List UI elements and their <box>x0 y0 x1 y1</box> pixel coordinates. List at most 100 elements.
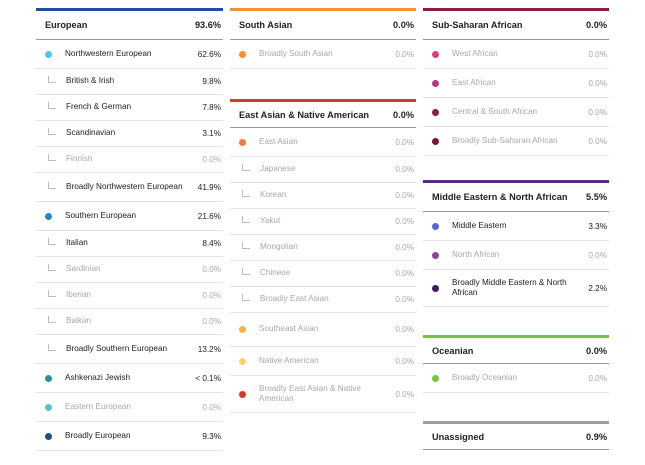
tree-connector-icon <box>48 181 56 189</box>
population-name: Broadly East Asian <box>260 294 329 304</box>
section-header[interactable]: European 93.6% <box>36 11 223 40</box>
row-label-group: Ashkenazi Jewish <box>36 373 130 384</box>
subpopulation-row[interactable]: Broadly Southern European 13.2% <box>36 335 223 364</box>
color-dot-icon <box>239 390 246 398</box>
tree-connector-icon <box>48 290 56 297</box>
row-label-group: Chinese <box>230 268 290 279</box>
population-name: Southern European <box>65 210 137 220</box>
subpopulation-row[interactable]: Italian 8.4% <box>36 231 223 257</box>
population-row[interactable]: Broadly South Asian 0.0% <box>230 40 416 69</box>
subpopulation-row[interactable]: French & German 7.8% <box>36 95 223 121</box>
population-row[interactable]: Broadly European 9.3% <box>36 422 223 451</box>
tree-connector-icon <box>48 343 56 351</box>
section-percentage: 0.0% <box>586 20 607 30</box>
section-title: Oceanian <box>432 345 474 356</box>
section-percentage: 0.0% <box>586 345 607 356</box>
population-percentage: < 0.1% <box>195 373 221 383</box>
row-label-group: Italian <box>36 238 88 249</box>
section-header[interactable]: South Asian 0.0% <box>230 11 416 40</box>
population-row[interactable]: Broadly Sub-Saharan African 0.0% <box>423 127 609 156</box>
row-label-group: Broadly East Asian & Native American <box>230 384 389 405</box>
population-name: Broadly Southern European <box>66 343 168 353</box>
row-label-group: North African <box>423 250 499 261</box>
section-header[interactable]: Unassigned 0.9% <box>423 424 609 450</box>
color-dot-icon <box>239 357 246 365</box>
section-percentage: 0.9% <box>586 431 607 442</box>
row-label-group: British & Irish <box>36 76 114 87</box>
population-row[interactable]: East Asian 0.0% <box>230 128 416 157</box>
population-row[interactable]: Southern European 21.6% <box>36 202 223 231</box>
subpopulation-row[interactable]: British & Irish 9.8% <box>36 69 223 95</box>
tree-connector-icon <box>48 76 56 83</box>
subpopulation-row[interactable]: Broadly Northwestern European 41.9% <box>36 173 223 202</box>
subpopulation-row[interactable]: Korean 0.0% <box>230 183 416 209</box>
population-row[interactable]: Eastern European 0.0% <box>36 393 223 422</box>
row-label-group: Broadly Sub-Saharan African <box>423 136 558 147</box>
row-label-group: Japanese <box>230 164 296 175</box>
population-row[interactable]: Middle Eastern 3.3% <box>423 212 609 241</box>
row-label-group: Finnish <box>36 154 92 165</box>
population-row[interactable]: North African 0.0% <box>423 241 609 270</box>
population-percentage: 41.9% <box>197 182 221 192</box>
color-dot-icon <box>432 79 439 87</box>
population-percentage: 0.0% <box>588 78 607 88</box>
section-color-bar <box>423 180 609 183</box>
section-color-bar <box>423 8 609 11</box>
section-color-bar <box>423 421 609 424</box>
row-label-group: Broadly Oceanian <box>423 373 517 384</box>
population-row[interactable]: West African 0.0% <box>423 40 609 69</box>
population-percentage: 9.8% <box>202 77 221 86</box>
section-header[interactable]: East Asian & Native American 0.0% <box>230 102 416 128</box>
row-label-group: Southeast Asian <box>230 324 318 335</box>
subpopulation-row[interactable]: Finnish 0.0% <box>36 147 223 173</box>
section-header[interactable]: Oceanian 0.0% <box>423 338 609 364</box>
population-row[interactable]: Central & South African 0.0% <box>423 98 609 127</box>
population-percentage: 62.6% <box>197 49 221 59</box>
population-row[interactable]: Broadly Oceanian 0.0% <box>423 364 609 393</box>
subpopulation-row[interactable]: Scandinavian 3.1% <box>36 121 223 147</box>
population-name: Broadly Northwestern European <box>66 181 183 191</box>
population-row[interactable]: Northwestern European 62.6% <box>36 40 223 69</box>
tree-connector-icon <box>48 264 56 271</box>
population-name: Chinese <box>260 268 291 278</box>
population-row[interactable]: Native American 0.0% <box>230 347 416 376</box>
section-unassigned: Unassigned 0.9% <box>423 421 609 450</box>
population-name: Iberian <box>66 290 92 300</box>
subpopulation-row[interactable]: Yakut 0.0% <box>230 209 416 235</box>
population-row[interactable]: Broadly Middle Eastern & North African 2.… <box>423 270 609 307</box>
subpopulation-row[interactable]: Balkan 0.0% <box>36 309 223 335</box>
tree-connector-icon <box>242 216 250 223</box>
section-percentage: 0.0% <box>393 20 414 30</box>
color-dot-icon <box>432 284 439 292</box>
row-label-group: Broadly Southern European <box>36 343 168 355</box>
subpopulation-row[interactable]: Iberian 0.0% <box>36 283 223 309</box>
section-header[interactable]: Sub-Saharan African 0.0% <box>423 11 609 40</box>
tree-connector-icon <box>242 268 250 275</box>
column-middle: South Asian 0.0% Broadly South Asian 0.0% E… <box>230 8 416 413</box>
population-row[interactable]: Southeast Asian 0.0% <box>230 313 416 347</box>
row-label-group: French & German <box>36 102 131 113</box>
subpopulation-row[interactable]: Chinese 0.0% <box>230 261 416 287</box>
population-percentage: 0.0% <box>588 250 607 260</box>
row-label-group: West African <box>423 49 498 60</box>
population-name: Ashkenazi Jewish <box>65 372 131 382</box>
color-dot-icon <box>432 137 439 145</box>
color-dot-icon <box>239 138 246 146</box>
population-percentage: 0.0% <box>395 191 414 200</box>
population-row[interactable]: Broadly East Asian & Native American 0.0% <box>230 376 416 413</box>
subpopulation-row[interactable]: Broadly East Asian 0.0% <box>230 287 416 313</box>
row-label-group: Korean <box>230 190 286 201</box>
population-percentage: 0.0% <box>202 265 221 274</box>
population-name: Central & South African <box>452 106 538 116</box>
row-label-group: Scandinavian <box>36 128 115 139</box>
section-title: Sub-Saharan African <box>432 20 523 30</box>
subpopulation-row[interactable]: Sardinian 0.0% <box>36 257 223 283</box>
population-row[interactable]: East African 0.0% <box>423 69 609 98</box>
subpopulation-row[interactable]: Japanese 0.0% <box>230 157 416 183</box>
row-label-group: Native American <box>230 356 319 367</box>
section-sub-saharan-african: Sub-Saharan African 0.0% West African 0.0% E… <box>423 8 609 156</box>
section-header[interactable]: Middle Eastern & North African 5.5% <box>423 183 609 212</box>
subpopulation-row[interactable]: Mongolian 0.0% <box>230 235 416 261</box>
tree-connector-icon <box>242 164 250 171</box>
population-row[interactable]: Ashkenazi Jewish < 0.1% <box>36 364 223 393</box>
